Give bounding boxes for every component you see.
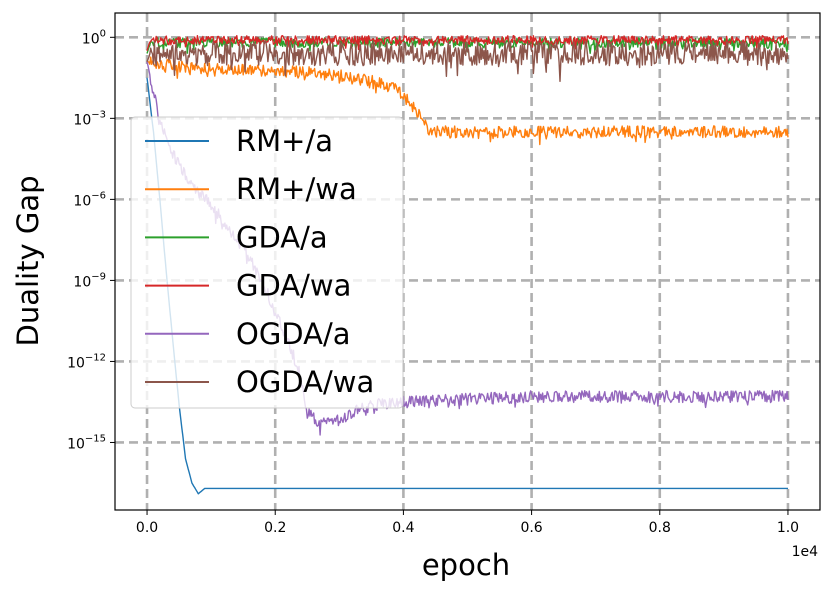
series-line-ogda-wa xyxy=(146,40,789,83)
tick-layer: 0.0 0.2 0.4 0.6 0.8 1.0 100 10−3 10−6 10−9 10−12 10… xyxy=(67,28,799,536)
y-tick-label: 10−12 xyxy=(67,352,106,371)
legend-label: OGDA/a xyxy=(236,317,351,351)
x-axis-label: epoch xyxy=(422,548,510,582)
legend-items: RM+/a RM+/wa GDA/a GDA/wa OGDA/a OGDA/wa xyxy=(145,124,374,399)
y-tick-label: 10−15 xyxy=(67,433,106,452)
legend-label: GDA/wa xyxy=(236,269,351,303)
legend-label: OGDA/wa xyxy=(236,365,374,399)
series-line-gda-wa xyxy=(146,35,789,52)
x-scale-offset-label: 1e4 xyxy=(792,544,819,560)
series-line-rm-a xyxy=(146,77,788,495)
x-tick-label: 0.2 xyxy=(264,520,286,536)
legend: RM+/a RM+/wa GDA/a GDA/wa OGDA/a OGDA/wa xyxy=(130,116,404,409)
x-tick-label: 0.6 xyxy=(520,520,542,536)
legend-label: RM+/a xyxy=(236,124,333,158)
legend-label: RM+/wa xyxy=(236,172,357,206)
x-tick-label: 0.4 xyxy=(392,520,414,536)
y-tick-label: 10−6 xyxy=(73,190,106,209)
x-tick-label: 0.8 xyxy=(649,520,671,536)
y-axis-label: Duality Gap xyxy=(11,176,45,347)
plot-frame xyxy=(114,12,821,511)
series-line-rm-wa xyxy=(146,56,789,146)
x-tick-label: 1.0 xyxy=(777,520,799,536)
y-tick-label: 10−9 xyxy=(73,271,106,290)
x-tick-label: 0.0 xyxy=(136,520,158,536)
y-tick-label: 10−3 xyxy=(73,109,106,128)
y-tick-label: 100 xyxy=(82,28,106,47)
legend-label: GDA/a xyxy=(236,220,328,254)
